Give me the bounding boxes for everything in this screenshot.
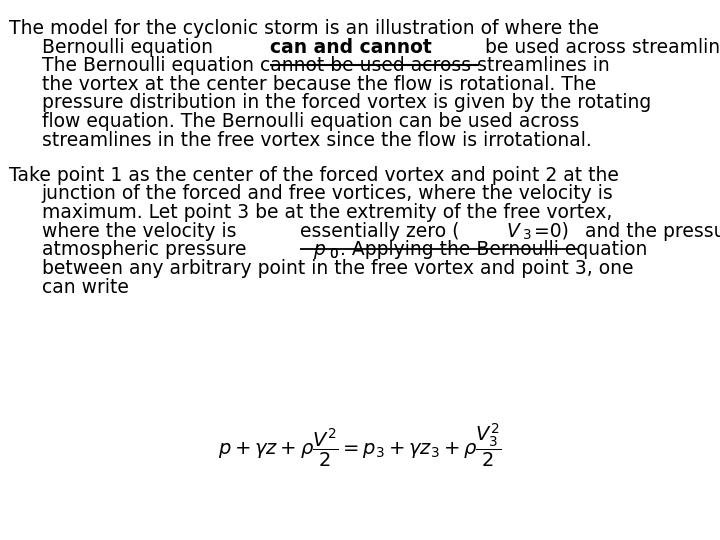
Text: streamlines in the free vortex since the flow is irrotational.: streamlines in the free vortex since the…: [42, 131, 592, 150]
Text: where the velocity is: where the velocity is: [42, 221, 242, 241]
Text: . Applying the Bernoulli equation: . Applying the Bernoulli equation: [340, 240, 647, 259]
Text: The model for the cyclonic storm is an illustration of where the: The model for the cyclonic storm is an i…: [9, 19, 598, 38]
Text: Bernoulli equation: Bernoulli equation: [42, 38, 219, 57]
Text: junction of the forced and free vortices, where the velocity is: junction of the forced and free vortices…: [42, 185, 613, 204]
Text: The Bernoulli equation cannot be used across streamlines in: The Bernoulli equation cannot be used ac…: [42, 56, 610, 75]
Text: =0): =0): [534, 221, 569, 241]
Text: atmospheric pressure: atmospheric pressure: [42, 240, 252, 259]
Text: can write: can write: [42, 278, 129, 296]
Text: $p + \gamma z + \rho \dfrac{V^{2}}{2} = p_{3} + \gamma z_{3} + \rho \dfrac{V_{3}: $p + \gamma z + \rho \dfrac{V^{2}}{2} = …: [218, 422, 502, 469]
Text: 0: 0: [329, 247, 337, 261]
Text: flow equation. The Bernoulli equation can be used across: flow equation. The Bernoulli equation ca…: [42, 112, 579, 131]
Text: 0: 0: [329, 247, 337, 261]
Text: 3: 3: [523, 228, 531, 242]
Text: pressure distribution in the forced vortex is given by the rotating: pressure distribution in the forced vort…: [42, 93, 651, 112]
Text: p: p: [313, 240, 325, 259]
Text: can and cannot: can and cannot: [270, 38, 432, 57]
Text: and the pressure is: and the pressure is: [579, 221, 720, 241]
Text: be used across streamlines.: be used across streamlines.: [479, 38, 720, 57]
Text: the vortex at the center because the flow is rotational. The: the vortex at the center because the flo…: [42, 75, 596, 94]
Text: V: V: [506, 221, 519, 241]
Text: Take point 1 as the center of the forced vortex and point 2 at the: Take point 1 as the center of the forced…: [9, 166, 618, 185]
Text: essentially zero (: essentially zero (: [300, 221, 460, 241]
Text: between any arbitrary point in the free vortex and point 3, one: between any arbitrary point in the free …: [42, 259, 634, 278]
Text: maximum. Let point 3 be at the extremity of the free vortex,: maximum. Let point 3 be at the extremity…: [42, 203, 612, 222]
